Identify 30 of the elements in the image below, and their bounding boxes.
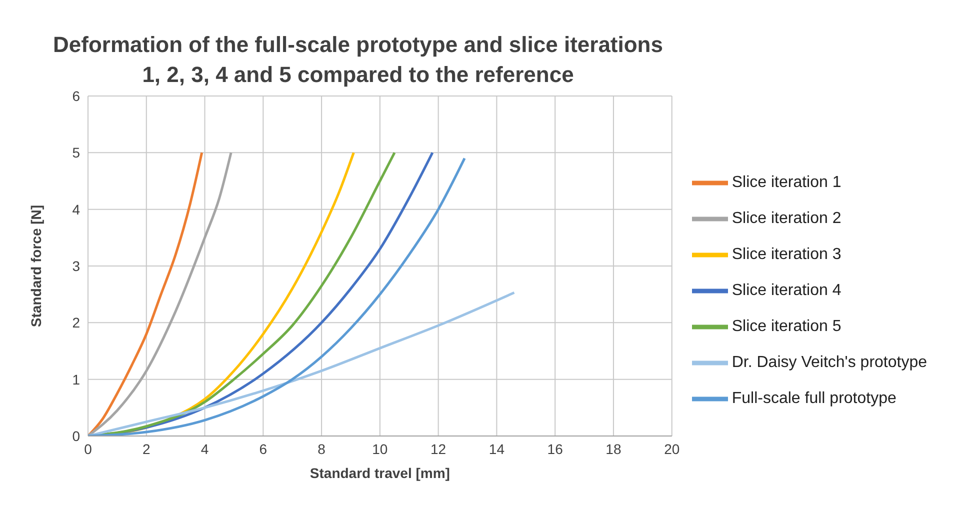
- chart-title: Deformation of the full-scale prototype and slice iterations 1, 2, 3, 4 and 5 compared to the reference: [52, 31, 664, 87]
- legend-label: Full-scale full prototype: [732, 390, 896, 408]
- y-tick-label: 6: [72, 88, 80, 104]
- y-tick-label: 4: [72, 201, 80, 218]
- legend-label: Slice iteration 2: [732, 210, 842, 228]
- x-tick-label: 6: [259, 440, 268, 457]
- legend-label: Dr. Daisy Veitch's prototype: [732, 354, 927, 372]
- line-series: [88, 291, 516, 436]
- x-tick-label: 20: [664, 440, 680, 457]
- x-tick-label: 18: [606, 440, 622, 457]
- y-axis-title: Standard force [N]: [28, 204, 44, 328]
- y-tick-label: 1: [72, 371, 80, 388]
- x-tick-label: 10: [372, 440, 388, 457]
- y-tick-label: 3: [72, 258, 80, 274]
- legend-label: Slice iteration 4: [732, 282, 842, 300]
- x-axis-title: Standard travel [mm]: [310, 465, 450, 481]
- x-tick-label: 0: [84, 440, 92, 457]
- y-tick-label: 5: [72, 144, 80, 161]
- x-tick-label: 8: [318, 440, 326, 457]
- line-series: [88, 151, 204, 436]
- y-tick-label: 0: [72, 428, 80, 444]
- x-tick-label: 16: [547, 440, 564, 457]
- legend-label: Slice iteration 3: [732, 246, 842, 264]
- legend-label: Slice iteration 5: [732, 318, 842, 336]
- legend-label: Slice iteration 1: [732, 174, 842, 192]
- x-tick-label: 12: [430, 440, 446, 457]
- x-tick-label: 4: [200, 440, 209, 457]
- x-tick-label: 2: [142, 440, 150, 457]
- y-tick-label: 2: [72, 314, 80, 331]
- x-tick-label: 14: [488, 440, 505, 457]
